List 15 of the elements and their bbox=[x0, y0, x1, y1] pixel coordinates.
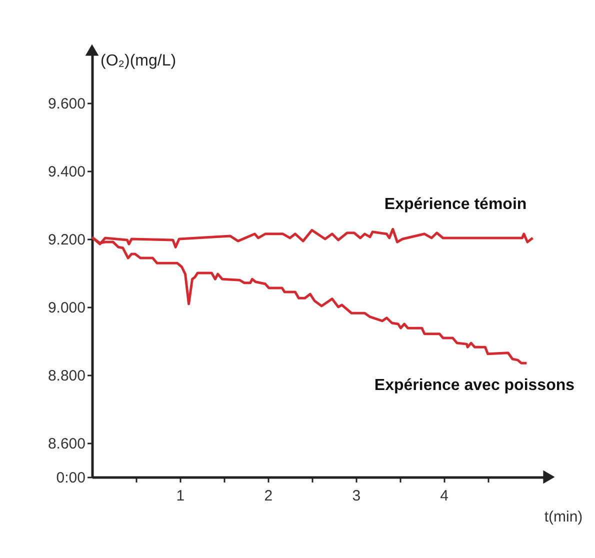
x-tick-label: 2 bbox=[264, 488, 273, 504]
x-tick-label: 4 bbox=[440, 488, 449, 504]
y-tick-label: 9.000 bbox=[48, 300, 86, 316]
y-tick-label: 8.600 bbox=[48, 436, 86, 452]
x-tick-label: 3 bbox=[352, 488, 361, 504]
y-tick-label: 0:00 bbox=[56, 470, 86, 486]
series-label: Expérience témoin bbox=[384, 196, 527, 213]
y-tick-label: 9.600 bbox=[48, 96, 86, 112]
y-axis-title: (O₂)(mg/L) bbox=[100, 52, 176, 70]
y-tick-label: 8.800 bbox=[48, 368, 86, 384]
x-tick-label: 1 bbox=[176, 488, 185, 504]
x-axis-title: t(min) bbox=[544, 508, 583, 526]
text: Expérience avec poissons bbox=[374, 377, 575, 394]
y-tick-label: 9.200 bbox=[48, 232, 86, 248]
y-tick-label: 9.400 bbox=[48, 164, 86, 180]
